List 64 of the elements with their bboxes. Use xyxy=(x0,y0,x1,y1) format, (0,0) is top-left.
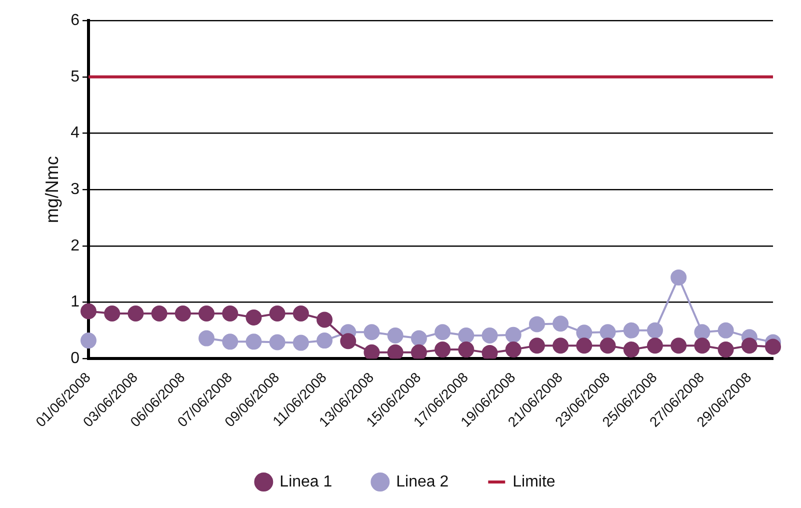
point xyxy=(458,327,474,344)
point xyxy=(269,334,286,350)
point xyxy=(552,316,569,332)
point xyxy=(292,306,309,322)
point xyxy=(174,306,191,322)
point xyxy=(670,338,687,354)
point xyxy=(246,334,262,350)
point xyxy=(104,306,120,322)
y-tick-label: 6 xyxy=(70,12,80,30)
point xyxy=(694,324,710,340)
point xyxy=(269,306,286,322)
legend-label: Linea 1 xyxy=(280,473,332,490)
point xyxy=(198,306,215,322)
point xyxy=(741,338,758,354)
point xyxy=(718,322,734,338)
point xyxy=(364,344,380,359)
point xyxy=(246,309,262,326)
point xyxy=(80,303,96,320)
point xyxy=(528,316,545,332)
y-tick-label: 5 xyxy=(70,68,80,86)
point xyxy=(364,324,380,340)
point xyxy=(434,324,451,340)
point xyxy=(316,332,333,349)
point xyxy=(528,338,545,354)
point xyxy=(694,338,710,354)
point xyxy=(670,269,687,286)
point xyxy=(340,333,356,350)
point xyxy=(222,306,238,322)
point xyxy=(387,327,404,344)
point xyxy=(482,344,498,359)
point xyxy=(505,342,522,358)
point xyxy=(410,344,427,359)
point xyxy=(198,330,215,346)
y-tick-label: 1 xyxy=(70,294,80,311)
point xyxy=(151,306,168,322)
y-tick-label: 2 xyxy=(70,237,80,254)
point xyxy=(623,322,640,338)
point xyxy=(646,322,663,338)
y-tick-label: 3 xyxy=(70,180,80,198)
point xyxy=(576,338,592,354)
point xyxy=(128,306,144,322)
point xyxy=(482,327,498,344)
point xyxy=(505,326,522,343)
y-tick-label: 0 xyxy=(70,350,80,367)
point xyxy=(646,338,663,354)
point xyxy=(80,332,96,349)
y-tick-label: 4 xyxy=(70,124,80,142)
point xyxy=(316,312,333,328)
legend-label: Linea 2 xyxy=(396,473,449,490)
point xyxy=(718,342,734,358)
point xyxy=(600,324,616,340)
point xyxy=(765,338,781,355)
point xyxy=(410,330,427,346)
point xyxy=(434,342,451,358)
point xyxy=(576,324,592,341)
point xyxy=(552,338,569,354)
point xyxy=(623,342,640,358)
point xyxy=(600,338,616,354)
point xyxy=(292,334,309,351)
point xyxy=(458,342,474,358)
point xyxy=(222,334,238,350)
point xyxy=(387,344,404,359)
legend-label: Limite xyxy=(512,473,556,490)
y-axis-title: mg/Nmc xyxy=(42,156,62,224)
